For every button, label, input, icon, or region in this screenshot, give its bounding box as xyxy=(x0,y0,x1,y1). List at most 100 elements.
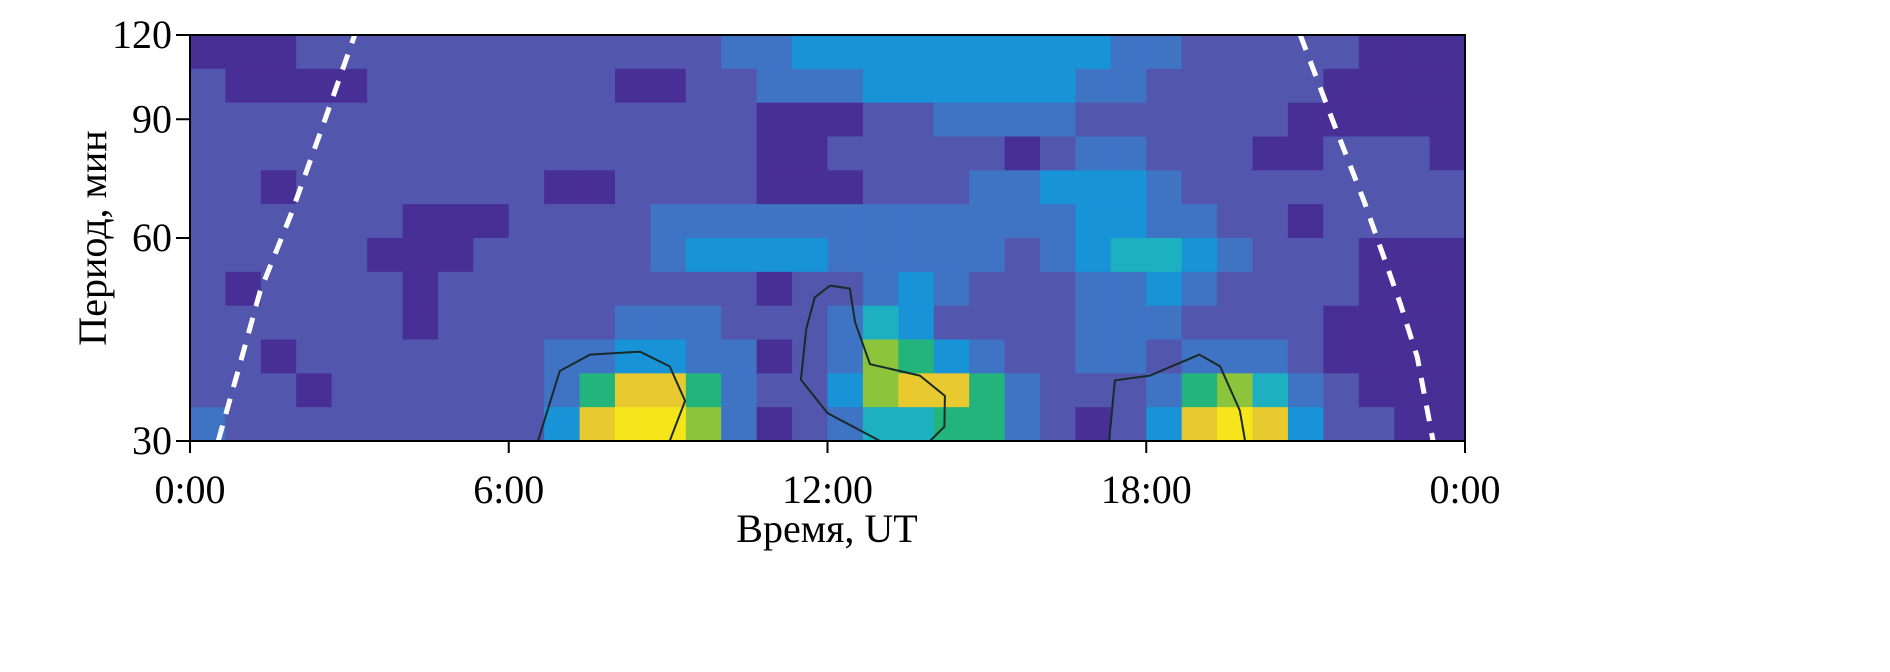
heatmap-cell xyxy=(933,339,970,374)
heatmap-cell xyxy=(756,238,793,273)
heatmap-cell xyxy=(225,68,262,104)
heatmap-cell xyxy=(190,136,227,171)
heatmap-cell xyxy=(1181,170,1218,205)
heatmap-cell xyxy=(1181,305,1218,341)
heatmap-cell xyxy=(1217,271,1254,307)
heatmap-cell xyxy=(862,204,899,239)
heatmap-cell xyxy=(1004,170,1041,205)
heatmap-cell xyxy=(650,339,687,374)
heatmap-cell xyxy=(650,35,687,70)
heatmap-cell xyxy=(615,204,652,239)
heatmap-cell xyxy=(862,136,899,171)
heatmap-cell xyxy=(756,136,793,171)
heatmap-cell xyxy=(225,136,262,171)
heatmap-cell xyxy=(1004,136,1041,171)
heatmap-cell xyxy=(862,271,899,307)
y-tick-label: 120 xyxy=(112,12,172,57)
heatmap-cell xyxy=(402,373,439,408)
heatmap-cell xyxy=(721,271,758,307)
heatmap-cell xyxy=(756,305,793,341)
heatmap-cell xyxy=(1040,204,1077,239)
heatmap-cell xyxy=(367,238,404,273)
heatmap-cell xyxy=(544,407,581,442)
heatmap-cell xyxy=(1040,136,1077,171)
heatmap-cell xyxy=(437,68,474,104)
heatmap-cell xyxy=(1004,204,1041,239)
heatmap-cell xyxy=(1394,238,1431,273)
heatmap-cell xyxy=(1110,35,1147,70)
heatmap-cell xyxy=(1252,407,1289,442)
heatmap-cell xyxy=(898,102,935,138)
heatmap-cell xyxy=(473,170,510,205)
heatmap-cell xyxy=(544,136,581,171)
heatmap-cell xyxy=(898,238,935,273)
heatmap-cell xyxy=(1217,407,1254,442)
heatmap-cell xyxy=(473,35,510,70)
heatmap-cell xyxy=(296,373,333,408)
heatmap-cell xyxy=(1146,68,1183,104)
heatmap-cell xyxy=(1075,238,1112,273)
heatmap-cell xyxy=(367,204,404,239)
heatmap-cell xyxy=(969,339,1006,374)
heatmap-cell xyxy=(756,339,793,374)
heatmap-cell xyxy=(721,305,758,341)
heatmap-cell xyxy=(331,238,368,273)
heatmap-cell xyxy=(1004,407,1041,442)
heatmap-cell xyxy=(331,102,368,138)
heatmap-cell xyxy=(1181,238,1218,273)
heatmap-cell xyxy=(1252,204,1289,239)
heatmap-cell xyxy=(1040,68,1077,104)
heatmap-cell xyxy=(721,373,758,408)
heatmap-cell xyxy=(260,170,297,205)
heatmap-cell xyxy=(862,305,899,341)
heatmap-cell xyxy=(1358,339,1395,374)
heatmap-cell xyxy=(331,204,368,239)
heatmap-cell xyxy=(862,373,899,408)
heatmap-cell xyxy=(1040,170,1077,205)
x-axis-label: Время, UT xyxy=(736,506,917,551)
heatmap-cell xyxy=(862,170,899,205)
heatmap-cell xyxy=(1110,170,1147,205)
heatmap-cell xyxy=(933,238,970,273)
heatmap-cell xyxy=(1181,373,1218,408)
heatmap-cell xyxy=(1146,238,1183,273)
heatmap-cell xyxy=(615,136,652,171)
heatmap-cell xyxy=(367,35,404,70)
heatmap-cell xyxy=(579,238,616,273)
heatmap-cell xyxy=(1287,305,1324,341)
heatmap-cell xyxy=(367,170,404,205)
heatmap-cell xyxy=(1110,407,1147,442)
heatmap-cell xyxy=(1287,204,1324,239)
heatmap-cell xyxy=(544,35,581,70)
heatmap-cell xyxy=(1146,204,1183,239)
heatmap-cell xyxy=(1429,170,1466,205)
heatmap-cell xyxy=(1110,68,1147,104)
heatmap-cell xyxy=(1181,68,1218,104)
heatmap-cell xyxy=(827,373,864,408)
heatmap-cell xyxy=(933,35,970,70)
heatmap-cell xyxy=(615,339,652,374)
heatmap-cell xyxy=(1146,407,1183,442)
heatmap-cell xyxy=(1252,170,1289,205)
significance-contour xyxy=(799,284,946,442)
heatmap-cell xyxy=(508,136,545,171)
heatmap-cell xyxy=(969,170,1006,205)
x-tick-label: 6:00 xyxy=(473,467,544,512)
heatmap-cell xyxy=(650,204,687,239)
heatmap-cell xyxy=(615,305,652,341)
heatmap-cell xyxy=(579,407,616,442)
heatmap-cell xyxy=(1252,373,1289,408)
heatmap-cell xyxy=(1358,136,1395,171)
heatmap-cell xyxy=(1075,339,1112,374)
heatmap-cell xyxy=(1110,305,1147,341)
heatmap-cell xyxy=(1252,102,1289,138)
heatmap-cell xyxy=(473,68,510,104)
heatmap-cell xyxy=(898,170,935,205)
heatmap-cell xyxy=(756,407,793,442)
heatmap-cell xyxy=(1217,136,1254,171)
heatmap-cell xyxy=(1287,136,1324,171)
heatmap-cell xyxy=(615,35,652,70)
heatmap-cell xyxy=(1181,271,1218,307)
heatmap-cell xyxy=(1394,136,1431,171)
heatmap-cell xyxy=(473,339,510,374)
